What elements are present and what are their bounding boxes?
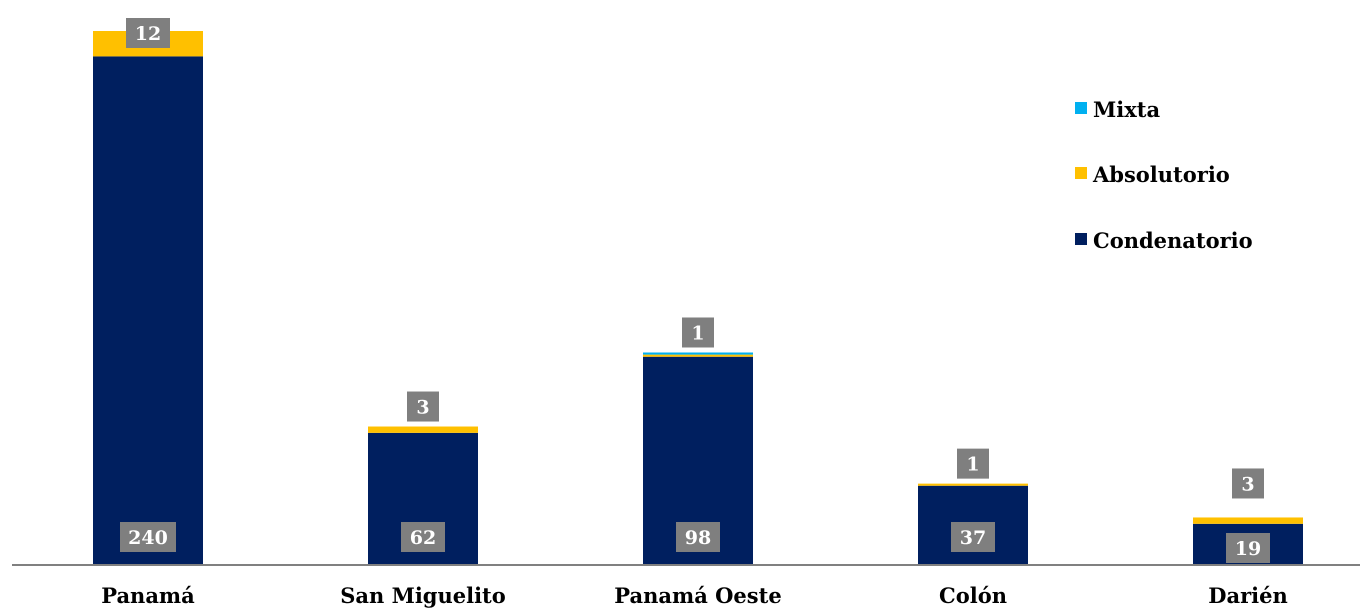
data-label-top-darien: 3 (1241, 473, 1254, 495)
data-label-condenatorio-panama-box (120, 522, 176, 552)
data-label-top-panama-oeste-box (682, 317, 714, 348)
legend-label-mixta: Mixta (1093, 97, 1160, 122)
category-label-panama-oeste: Panamá Oeste (614, 583, 781, 608)
category-label-panama: Panamá (101, 583, 195, 608)
data-label-condenatorio-san-miguelito: 62 (410, 527, 436, 549)
legend-label-absolutorio: Absolutorio (1092, 162, 1230, 187)
category-label-san-miguelito: San Miguelito (340, 583, 506, 608)
data-label-condenatorio-panama: 240 (128, 527, 168, 549)
data-label-condenatorio-colon-box (951, 522, 995, 552)
category-label-colon: Colón (939, 583, 1007, 608)
legend-swatch-mixta (1075, 102, 1087, 114)
data-label-top-darien-box (1232, 468, 1264, 499)
data-label-top-san-miguelito: 3 (416, 397, 429, 419)
data-label-condenatorio-darien-box (1226, 533, 1270, 563)
data-label-top-colon: 1 (966, 454, 979, 476)
legend-swatch-absolutorio (1075, 167, 1087, 179)
category-label-darien: Darién (1208, 583, 1288, 608)
data-label-condenatorio-san-miguelito-box (401, 522, 445, 552)
data-label-top-colon-box (957, 448, 989, 479)
data-label-condenatorio-panama-oeste: 98 (685, 527, 711, 549)
bar-condenatorio-panama (93, 56, 203, 564)
data-label-top-panama: 12 (135, 23, 161, 45)
bar-absolutorio-panama-oeste (643, 354, 753, 357)
data-label-condenatorio-colon: 37 (960, 527, 986, 549)
data-labels-layer: 240 12 62 3 98 1 37 1 19 3 (120, 18, 1270, 563)
data-label-condenatorio-panama-oeste-box (676, 522, 720, 552)
data-label-top-panama-box (126, 18, 170, 48)
legend-swatch-condenatorio (1075, 233, 1087, 245)
legend-label-condenatorio: Condenatorio (1093, 228, 1253, 253)
data-label-top-san-miguelito-box (407, 391, 439, 422)
data-label-top-panama-oeste: 1 (691, 322, 704, 344)
bar-mixta-panama-oeste (643, 352, 753, 355)
bar-absolutorio-colon (918, 483, 1028, 486)
data-label-condenatorio-darien: 19 (1235, 538, 1261, 560)
legend: Mixta Absolutorio Condenatorio (1075, 97, 1253, 253)
bar-absolutorio-san-miguelito (368, 426, 478, 433)
category-labels: Panamá San Miguelito Panamá Oeste Colón Dari… (101, 583, 1288, 608)
bar-absolutorio-darien (1193, 517, 1303, 524)
